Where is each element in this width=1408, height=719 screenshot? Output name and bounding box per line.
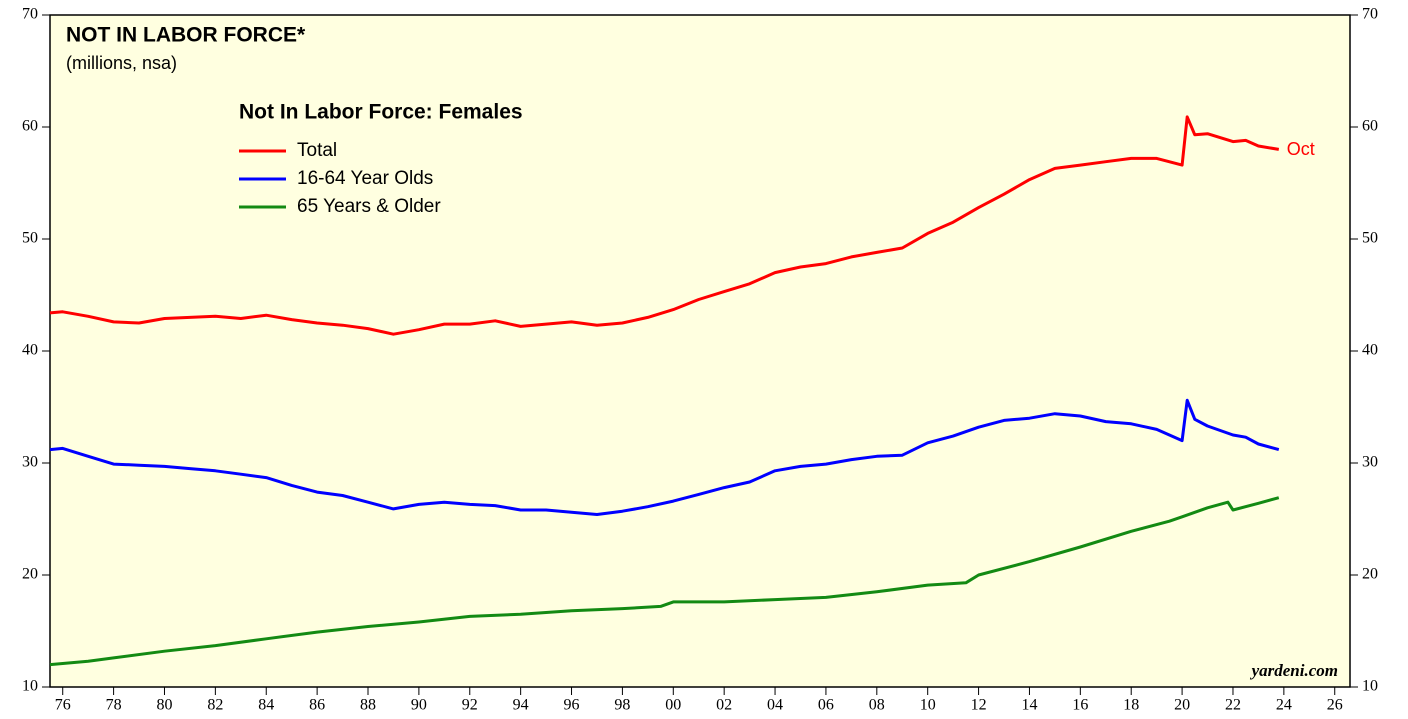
y-tick-label: 20: [1362, 566, 1378, 583]
y-tick-label: 10: [22, 678, 38, 695]
x-tick-label: 84: [258, 697, 274, 714]
legend-label: 16-64 Year Olds: [297, 168, 433, 189]
y-tick-label: 30: [22, 454, 38, 471]
x-tick-label: 94: [513, 697, 529, 714]
x-tick-label: 96: [564, 697, 580, 714]
y-tick-label: 30: [1362, 454, 1378, 471]
y-tick-label: 20: [22, 566, 38, 583]
x-tick-label: 12: [971, 697, 987, 714]
chart-subtitle: (millions, nsa): [66, 53, 177, 73]
y-tick-label: 40: [1362, 342, 1378, 359]
x-tick-label: 88: [360, 697, 376, 714]
y-tick-label: 10: [1362, 678, 1378, 695]
legend-label: Total: [297, 140, 337, 161]
line-series: [49, 496, 1280, 667]
legend-title: Not In Labor Force: Females: [239, 101, 523, 124]
line-series: [49, 115, 1280, 336]
x-tick-label: 10: [920, 697, 936, 714]
x-tick-label: 76: [55, 697, 71, 714]
x-tick-label: 04: [767, 697, 783, 714]
x-tick-label: 02: [716, 697, 732, 714]
y-tick-label: 40: [22, 342, 38, 359]
x-tick-label: 80: [156, 697, 172, 714]
plot-area: [49, 14, 1351, 688]
x-tick-label: 06: [818, 697, 834, 714]
x-tick-label: 14: [1021, 697, 1037, 714]
x-tick-label: 92: [462, 697, 478, 714]
x-tick-label: 78: [106, 697, 122, 714]
y-tick-label: 60: [22, 118, 38, 135]
legend-label: 65 Years & Older: [297, 196, 441, 217]
x-tick-label: 00: [665, 697, 681, 714]
chart-title: NOT IN LABOR FORCE*: [66, 24, 306, 47]
x-tick-label: 24: [1276, 697, 1292, 714]
x-tick-label: 20: [1174, 697, 1190, 714]
y-tick-label: 70: [1362, 6, 1378, 23]
x-tick-label: 08: [869, 697, 885, 714]
line-series: [49, 398, 1280, 516]
x-tick-label: 86: [309, 697, 325, 714]
x-tick-label: 82: [207, 697, 223, 714]
y-tick-label: 70: [22, 6, 38, 23]
x-tick-label: 22: [1225, 697, 1241, 714]
x-tick-label: 90: [411, 697, 427, 714]
y-tick-label: 50: [1362, 230, 1378, 247]
y-tick-label: 50: [22, 230, 38, 247]
annotation: Oct: [1287, 139, 1315, 159]
x-tick-label: 18: [1123, 697, 1139, 714]
x-tick-label: 16: [1072, 697, 1088, 714]
x-tick-label: 26: [1327, 697, 1343, 714]
x-tick-label: 98: [614, 697, 630, 714]
source: yardeni.com: [1250, 661, 1338, 680]
y-tick-label: 60: [1362, 118, 1378, 135]
